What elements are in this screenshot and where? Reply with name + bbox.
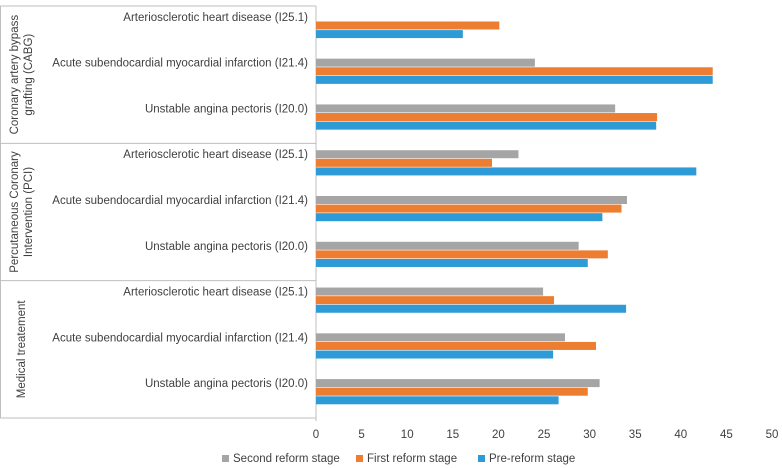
x-tick-label: 50 <box>766 429 779 441</box>
group-label: Medical treatement <box>16 300 28 399</box>
bar <box>316 58 535 67</box>
bar <box>316 350 554 359</box>
x-tick-label: 25 <box>538 429 551 441</box>
legend-swatch <box>222 455 229 462</box>
category-label: Arteriosclerotic heart disease (I25.1) <box>123 287 308 299</box>
x-tick-label: 30 <box>583 429 596 441</box>
bar <box>316 213 603 222</box>
bar <box>316 158 493 167</box>
group-label-line: Medical treatement <box>16 300 28 399</box>
group-label-line: grafting (CABG) <box>23 34 35 116</box>
bar <box>316 67 713 76</box>
bar <box>316 21 500 30</box>
x-tick-label: 40 <box>674 429 687 441</box>
bar <box>316 333 565 342</box>
category-label: Unstable angina pectoris (I20.0) <box>145 241 308 253</box>
x-axis-ticks: 0 5 10 15 20 25 30 35 40 45 50 <box>313 429 779 441</box>
x-tick-label: 5 <box>358 429 364 441</box>
bar <box>316 121 657 130</box>
category-label: Unstable angina pectoris (I20.0) <box>145 378 308 390</box>
bar <box>316 196 627 204</box>
legend-swatch <box>478 455 485 462</box>
bar <box>316 304 627 313</box>
group-label: Percutaneous Coronary Intervention (PCI) <box>9 151 35 273</box>
bar <box>316 75 713 84</box>
bar <box>316 113 658 122</box>
bar <box>316 204 622 213</box>
category-label: Acute subendocardial myocardial infarcti… <box>52 58 308 70</box>
legend-label: Second reform stage <box>233 453 340 465</box>
x-tick-label: 0 <box>313 429 319 441</box>
x-tick-label: 15 <box>446 429 459 441</box>
category-label: Acute subendocardial myocardial infarcti… <box>52 195 308 207</box>
bar <box>316 104 616 113</box>
bars <box>316 21 713 405</box>
bar <box>316 387 588 396</box>
group-label-line: Percutaneous Coronary <box>9 151 21 273</box>
legend-label: Pre-reform stage <box>489 453 575 465</box>
group-label-line: Intervention (PCI) <box>23 167 35 257</box>
bar <box>316 250 608 259</box>
bar <box>316 341 596 350</box>
group-labels: Coronary artery bypass grafting (CABG) Per… <box>9 15 35 399</box>
bar <box>316 150 519 159</box>
x-tick-label: 10 <box>401 429 414 441</box>
category-label: Arteriosclerotic heart disease (I25.1) <box>123 12 308 24</box>
x-tick-label: 20 <box>492 429 505 441</box>
bar <box>316 258 588 267</box>
group-label-line: Coronary artery bypass <box>9 15 21 135</box>
category-label: Arteriosclerotic heart disease (I25.1) <box>123 149 308 161</box>
bar <box>316 241 579 250</box>
category-label: Acute subendocardial myocardial infarcti… <box>52 332 308 344</box>
bar <box>316 287 544 296</box>
category-label: Unstable angina pectoris (I20.0) <box>145 103 308 115</box>
legend: Second reform stage First reform stage Pre… <box>222 453 575 465</box>
legend-label: First reform stage <box>367 453 457 465</box>
x-tick-label: 45 <box>720 429 733 441</box>
group-label: Coronary artery bypass grafting (CABG) <box>9 15 35 135</box>
bar <box>316 396 559 405</box>
legend-swatch <box>356 455 363 462</box>
bar <box>316 379 600 388</box>
category-labels: Arteriosclerotic heart disease (I25.1) Ac… <box>52 12 308 390</box>
x-tick-label: 35 <box>629 429 642 441</box>
bar <box>316 167 697 176</box>
bar <box>316 30 463 39</box>
bar <box>316 296 555 305</box>
